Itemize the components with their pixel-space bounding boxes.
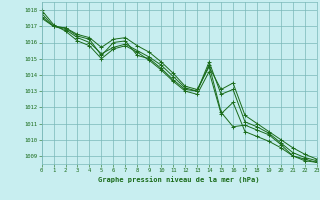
X-axis label: Graphe pression niveau de la mer (hPa): Graphe pression niveau de la mer (hPa) <box>99 176 260 183</box>
